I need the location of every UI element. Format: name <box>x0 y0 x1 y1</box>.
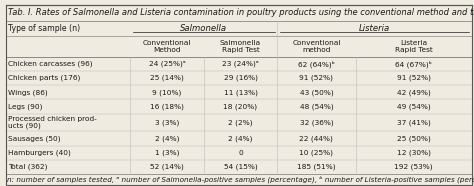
Text: 16 (18%): 16 (18%) <box>150 103 184 110</box>
Text: Salmonella
Rapid Test: Salmonella Rapid Test <box>220 40 261 53</box>
Text: n: number of samples tested, ᵃ number of Salmonella-positive samples (percentage: n: number of samples tested, ᵃ number of… <box>7 176 474 183</box>
Text: 18 (20%): 18 (20%) <box>224 103 257 110</box>
Text: Chicken parts (176): Chicken parts (176) <box>8 75 80 81</box>
Text: 192 (53%): 192 (53%) <box>394 164 433 170</box>
Text: 37 (41%): 37 (41%) <box>397 119 430 126</box>
Text: 2 (4%): 2 (4%) <box>228 135 253 142</box>
Text: Chicken carcasses (96): Chicken carcasses (96) <box>8 61 92 67</box>
Text: Processed chicken prod-
ucts (90): Processed chicken prod- ucts (90) <box>8 116 96 129</box>
Text: 49 (54%): 49 (54%) <box>397 103 430 110</box>
Text: 11 (13%): 11 (13%) <box>224 89 257 96</box>
Text: 25 (14%): 25 (14%) <box>150 75 184 81</box>
Text: 52 (14%): 52 (14%) <box>150 164 184 170</box>
Text: 3 (3%): 3 (3%) <box>155 119 179 126</box>
Text: 10 (25%): 10 (25%) <box>300 150 333 156</box>
Text: Salmonella: Salmonella <box>180 24 228 33</box>
Text: 62 (64%)ᵇ: 62 (64%)ᵇ <box>298 60 335 68</box>
Text: 32 (36%): 32 (36%) <box>300 119 333 126</box>
Text: 0: 0 <box>238 150 243 156</box>
Text: 2 (4%): 2 (4%) <box>155 135 179 142</box>
Text: 42 (49%): 42 (49%) <box>397 89 430 96</box>
Text: 12 (30%): 12 (30%) <box>397 150 430 156</box>
Text: Type of sample (n): Type of sample (n) <box>8 24 80 33</box>
Text: 29 (16%): 29 (16%) <box>224 75 257 81</box>
Text: Sausages (50): Sausages (50) <box>8 135 60 142</box>
Text: 64 (67%)ᵇ: 64 (67%)ᵇ <box>395 60 432 68</box>
Text: Hamburgers (40): Hamburgers (40) <box>8 150 71 156</box>
Text: Total (362): Total (362) <box>8 164 47 170</box>
Text: 25 (50%): 25 (50%) <box>397 135 430 142</box>
Text: 24 (25%)ᵃ: 24 (25%)ᵃ <box>149 61 185 67</box>
Text: Listeria
Rapid Test: Listeria Rapid Test <box>395 40 432 53</box>
Text: Wings (86): Wings (86) <box>8 89 47 96</box>
Text: Legs (90): Legs (90) <box>8 103 42 110</box>
Text: 1 (3%): 1 (3%) <box>155 150 179 156</box>
Text: 9 (10%): 9 (10%) <box>153 89 182 96</box>
Text: Listeria: Listeria <box>359 24 390 33</box>
Text: Conventional
Method: Conventional Method <box>143 40 191 53</box>
Text: 48 (54%): 48 (54%) <box>300 103 333 110</box>
Text: 185 (51%): 185 (51%) <box>297 164 336 170</box>
Text: 91 (52%): 91 (52%) <box>300 75 333 81</box>
Text: 43 (50%): 43 (50%) <box>300 89 333 96</box>
Text: 22 (44%): 22 (44%) <box>300 135 333 142</box>
Text: 2 (2%): 2 (2%) <box>228 119 253 126</box>
Text: Tab. I. Rates of Salmonella and Listeria contamination in poultry products using: Tab. I. Rates of Salmonella and Listeria… <box>8 8 474 17</box>
Text: Conventional
method: Conventional method <box>292 40 341 53</box>
Text: 23 (24%)ᵃ: 23 (24%)ᵃ <box>222 61 259 67</box>
Text: 54 (15%): 54 (15%) <box>224 164 257 170</box>
Text: 91 (52%): 91 (52%) <box>397 75 430 81</box>
